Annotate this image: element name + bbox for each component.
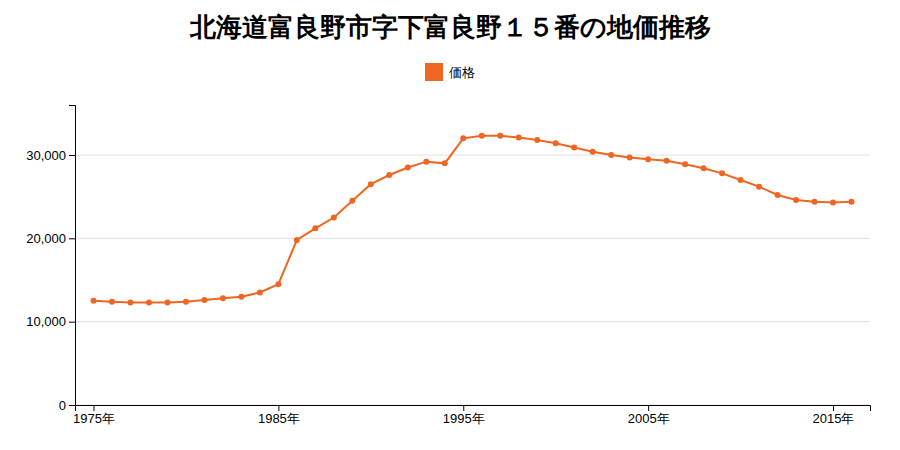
data-point — [331, 215, 337, 221]
data-point — [756, 184, 762, 190]
y-tick: 30,000 — [26, 148, 75, 163]
data-point — [349, 198, 355, 204]
x-tick: 2015年 — [813, 405, 855, 426]
x-tick-label: 1975年 — [73, 411, 115, 426]
data-point — [238, 294, 244, 300]
grid-line — [75, 238, 870, 239]
data-point — [775, 192, 781, 198]
data-point — [183, 299, 189, 305]
grid — [75, 155, 870, 405]
x-tick-mark — [278, 405, 279, 411]
y-tick-label: 30,000 — [26, 148, 66, 163]
data-point — [442, 160, 448, 166]
x-tick-mark — [648, 405, 649, 411]
x-axis: 1975年 1985年 1995年 2005年 2015年 — [73, 405, 870, 426]
legend-swatch — [425, 63, 443, 81]
y-tick: 0 — [59, 398, 75, 413]
x-axis-line — [76, 406, 871, 412]
data-point — [738, 177, 744, 183]
data-point — [164, 300, 170, 306]
series-line — [93, 136, 851, 303]
data-point — [664, 158, 670, 164]
data-point — [534, 137, 540, 143]
grid-line — [75, 321, 870, 322]
x-tick-mark — [833, 405, 834, 411]
y-tick-label: 10,000 — [26, 314, 66, 329]
y-tick-mark — [69, 155, 75, 156]
y-tick-mark — [69, 322, 75, 323]
chart-title: 北海道富良野市字下富良野１５番の地価推移 — [189, 12, 711, 42]
data-point — [201, 297, 207, 303]
data-point — [682, 161, 688, 167]
data-point — [368, 181, 374, 187]
data-point — [701, 165, 707, 171]
x-tick-label: 1995年 — [443, 411, 485, 426]
x-tick-mark — [463, 405, 464, 411]
y-tick-mark — [69, 238, 75, 239]
data-point — [257, 290, 263, 296]
y-tick-label: 20,000 — [26, 231, 66, 246]
x-tick: 1995年 — [443, 405, 485, 426]
data-point — [146, 300, 152, 306]
data-point — [627, 155, 633, 161]
data-point — [553, 140, 559, 146]
x-tick: 2005年 — [628, 405, 670, 426]
data-point — [590, 149, 596, 155]
data-point — [220, 295, 226, 301]
data-point — [608, 152, 614, 158]
x-tick-label: 2005年 — [628, 411, 670, 426]
legend: 価格 — [425, 63, 475, 81]
data-point — [312, 225, 318, 231]
x-tick: 1985年 — [258, 405, 300, 426]
data-point — [479, 133, 485, 139]
y-tick-label: 0 — [59, 398, 66, 413]
x-tick: 1975年 — [73, 405, 115, 426]
data-point — [127, 300, 133, 306]
y-tick-mark — [69, 405, 75, 406]
data-point — [830, 200, 836, 206]
data-point — [109, 299, 115, 305]
chart-svg: 北海道富良野市字下富良野１５番の地価推移 1975年 1985年 1995年 2005年… — [0, 0, 900, 450]
data-point — [719, 170, 725, 176]
y-axis: 0 10,000 20,000 30,000 — [26, 106, 75, 413]
data-point — [294, 237, 300, 243]
data-point — [423, 159, 429, 165]
data-point — [645, 156, 651, 162]
data-point — [497, 133, 503, 139]
data-point — [275, 281, 281, 287]
data-point — [516, 135, 522, 141]
data-point — [460, 135, 466, 141]
x-tick-label: 2015年 — [813, 411, 855, 426]
x-tick-mark — [93, 405, 94, 411]
legend-label: 価格 — [449, 65, 475, 80]
y-tick: 20,000 — [26, 231, 75, 246]
grid-line — [75, 155, 870, 156]
chart-container: 北海道富良野市字下富良野１５番の地価推移 1975年 1985年 1995年 2005年… — [0, 0, 900, 450]
marks — [90, 133, 854, 306]
plot-area: 1975年 1985年 1995年 2005年 2015年 0 10,000 20,000 30… — [26, 106, 870, 427]
data-point — [849, 199, 855, 205]
data-point — [812, 199, 818, 205]
data-point — [405, 165, 411, 171]
data-point — [386, 172, 392, 178]
data-point — [90, 298, 96, 304]
y-axis-line — [69, 106, 76, 406]
data-point — [571, 145, 577, 151]
x-tick-label: 1985年 — [258, 411, 300, 426]
y-tick: 10,000 — [26, 314, 75, 329]
legend-item: 価格 — [425, 63, 475, 81]
data-point — [793, 197, 799, 203]
